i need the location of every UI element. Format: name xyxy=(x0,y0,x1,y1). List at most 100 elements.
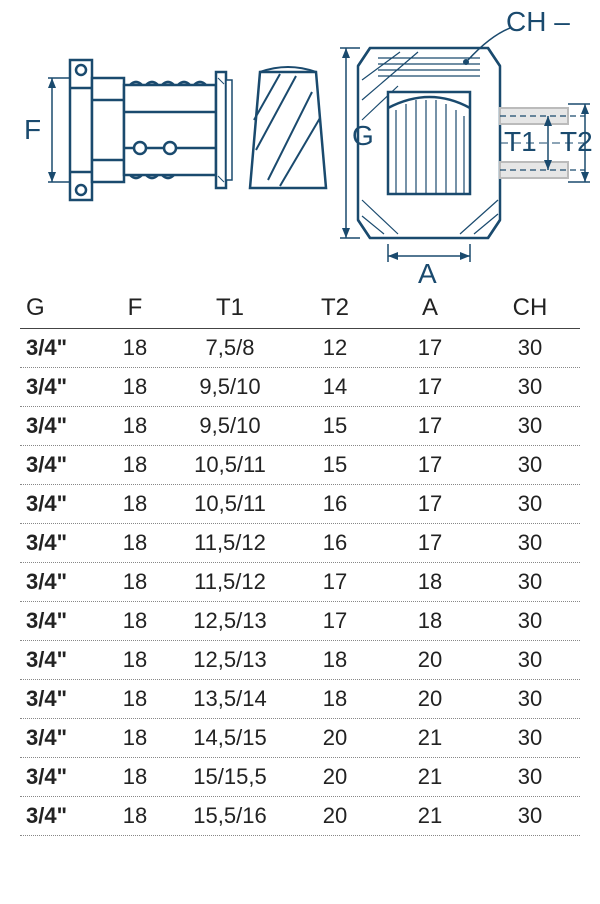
cell-f: 18 xyxy=(100,686,170,712)
cell-ch: 30 xyxy=(480,686,580,712)
cell-t1: 15,5/16 xyxy=(170,803,290,829)
cell-a: 18 xyxy=(380,569,480,595)
cell-a: 17 xyxy=(380,413,480,439)
cell-ch: 30 xyxy=(480,764,580,790)
cell-ch: 30 xyxy=(480,491,580,517)
col-header-f: F xyxy=(100,294,170,322)
spec-table: G F T1 T2 A CH 3/4"187,5/81217303/4"189,… xyxy=(20,290,580,836)
cell-ch: 30 xyxy=(480,608,580,634)
table-header-row: G F T1 T2 A CH xyxy=(20,290,580,329)
cell-t2: 20 xyxy=(290,803,380,829)
cell-t1: 11,5/12 xyxy=(170,569,290,595)
cell-f: 18 xyxy=(100,647,170,673)
cell-ch: 30 xyxy=(480,452,580,478)
table-row: 3/4"1810,5/11151730 xyxy=(20,446,580,485)
page: F G A T1 T2 CH – G F T1 T2 A CH 3/4"187,… xyxy=(0,0,600,904)
col-header-ch: CH xyxy=(480,294,580,322)
cell-g: 3/4" xyxy=(20,374,100,400)
cell-f: 18 xyxy=(100,335,170,361)
cell-ch: 30 xyxy=(480,374,580,400)
table-row: 3/4"187,5/8121730 xyxy=(20,329,580,368)
cell-f: 18 xyxy=(100,569,170,595)
cell-a: 17 xyxy=(380,530,480,556)
cell-g: 3/4" xyxy=(20,764,100,790)
table-row: 3/4"1814,5/15202130 xyxy=(20,719,580,758)
cell-a: 21 xyxy=(380,803,480,829)
cell-g: 3/4" xyxy=(20,608,100,634)
cell-t1: 15/15,5 xyxy=(170,764,290,790)
table-row: 3/4"1810,5/11161730 xyxy=(20,485,580,524)
cell-g: 3/4" xyxy=(20,725,100,751)
cell-t2: 17 xyxy=(290,608,380,634)
cell-t1: 12,5/13 xyxy=(170,608,290,634)
cell-g: 3/4" xyxy=(20,647,100,673)
cell-ch: 30 xyxy=(480,530,580,556)
table-body: 3/4"187,5/81217303/4"189,5/101417303/4"1… xyxy=(20,329,580,836)
cell-a: 20 xyxy=(380,686,480,712)
cell-t2: 18 xyxy=(290,686,380,712)
cell-t2: 14 xyxy=(290,374,380,400)
cell-f: 18 xyxy=(100,413,170,439)
table-row: 3/4"1815,5/16202130 xyxy=(20,797,580,836)
cell-a: 17 xyxy=(380,491,480,517)
cell-t2: 17 xyxy=(290,569,380,595)
table-row: 3/4"1811,5/12161730 xyxy=(20,524,580,563)
col-header-g: G xyxy=(20,294,100,322)
cell-ch: 30 xyxy=(480,569,580,595)
table-row: 3/4"1813,5/14182030 xyxy=(20,680,580,719)
cell-t1: 9,5/10 xyxy=(170,413,290,439)
cell-g: 3/4" xyxy=(20,413,100,439)
col-header-t2: T2 xyxy=(290,294,380,322)
cell-ch: 30 xyxy=(480,803,580,829)
cell-t1: 13,5/14 xyxy=(170,686,290,712)
cell-t2: 20 xyxy=(290,764,380,790)
cell-a: 18 xyxy=(380,608,480,634)
cell-g: 3/4" xyxy=(20,530,100,556)
cell-t1: 11,5/12 xyxy=(170,530,290,556)
cell-ch: 30 xyxy=(480,725,580,751)
cell-g: 3/4" xyxy=(20,452,100,478)
cell-t1: 10,5/11 xyxy=(170,452,290,478)
cell-g: 3/4" xyxy=(20,335,100,361)
cell-f: 18 xyxy=(100,491,170,517)
cell-f: 18 xyxy=(100,374,170,400)
table-row: 3/4"1812,5/13171830 xyxy=(20,602,580,641)
cell-ch: 30 xyxy=(480,335,580,361)
table-row: 3/4"189,5/10141730 xyxy=(20,368,580,407)
table-row: 3/4"1812,5/13182030 xyxy=(20,641,580,680)
cell-t2: 15 xyxy=(290,452,380,478)
cell-g: 3/4" xyxy=(20,491,100,517)
col-header-t1: T1 xyxy=(170,294,290,322)
cell-t1: 9,5/10 xyxy=(170,374,290,400)
cell-t1: 12,5/13 xyxy=(170,647,290,673)
cell-a: 21 xyxy=(380,725,480,751)
cell-t1: 7,5/8 xyxy=(170,335,290,361)
label-t1: T1 xyxy=(504,126,537,158)
cell-ch: 30 xyxy=(480,647,580,673)
label-a: A xyxy=(418,258,437,290)
cell-t2: 20 xyxy=(290,725,380,751)
table-row: 3/4"1811,5/12171830 xyxy=(20,563,580,602)
col-header-a: A xyxy=(380,294,480,322)
technical-diagram: F G A T1 T2 CH – xyxy=(0,0,600,290)
cell-t2: 16 xyxy=(290,530,380,556)
table-row: 3/4"189,5/10151730 xyxy=(20,407,580,446)
cell-f: 18 xyxy=(100,764,170,790)
cell-a: 17 xyxy=(380,335,480,361)
cell-g: 3/4" xyxy=(20,803,100,829)
cell-t2: 15 xyxy=(290,413,380,439)
cell-f: 18 xyxy=(100,608,170,634)
cell-a: 21 xyxy=(380,764,480,790)
label-t2: T2 xyxy=(560,126,593,158)
cell-f: 18 xyxy=(100,530,170,556)
table-row: 3/4"1815/15,5202130 xyxy=(20,758,580,797)
label-ch: CH – xyxy=(506,6,570,38)
cell-f: 18 xyxy=(100,803,170,829)
cell-g: 3/4" xyxy=(20,686,100,712)
cell-t2: 18 xyxy=(290,647,380,673)
cell-t2: 16 xyxy=(290,491,380,517)
label-g: G xyxy=(352,120,374,152)
cell-t1: 10,5/11 xyxy=(170,491,290,517)
cell-f: 18 xyxy=(100,725,170,751)
cell-ch: 30 xyxy=(480,413,580,439)
